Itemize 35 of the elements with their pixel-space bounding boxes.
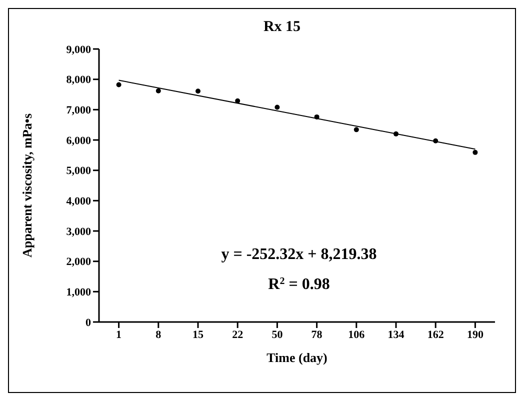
point [472,150,478,155]
x-tick-label: 1 [116,328,122,341]
y-tick-label: 6,000 [66,134,92,147]
x-tick-label: 8 [156,328,162,341]
point [394,131,398,136]
y-tick-label: 1,000 [66,286,92,299]
point [354,127,359,132]
y-tick-label: 4,000 [66,196,92,208]
x-tick-label: 162 [427,328,444,341]
x-tick-label: 106 [348,328,366,341]
x-axis-title: Time (day) [266,350,328,365]
point [314,114,320,120]
y-tick-label: 8,000 [66,74,92,86]
x-tick-label: 15 [192,328,204,341]
y-tick-label: 9,000 [66,44,92,56]
point [156,88,161,94]
x-tick-label: 190 [466,328,484,341]
chart-title: Rx 15 [263,19,301,35]
point [196,88,200,94]
point [116,82,122,88]
y-tick-label: 3,000 [66,226,92,238]
y-tick-label: 7,000 [66,104,92,117]
y-tick-label: 2,000 [66,256,92,268]
point [274,104,280,110]
annotation: R$^{2}$ = 0.98 [268,276,330,293]
x-tick-label: 134 [388,328,405,341]
point [235,98,240,104]
point [433,138,438,144]
y-axis-title: Apparent viscosity, mPa•s [20,113,35,258]
y-tick-label: 5,000 [66,165,92,178]
x-tick-label: 22 [232,328,244,341]
x-tick-label: 78 [311,328,323,341]
annotation: y = -252.32x + 8,219.38 [221,246,377,263]
y-tick-label: 0 [86,316,92,329]
x-tick-label: 50 [272,328,284,341]
